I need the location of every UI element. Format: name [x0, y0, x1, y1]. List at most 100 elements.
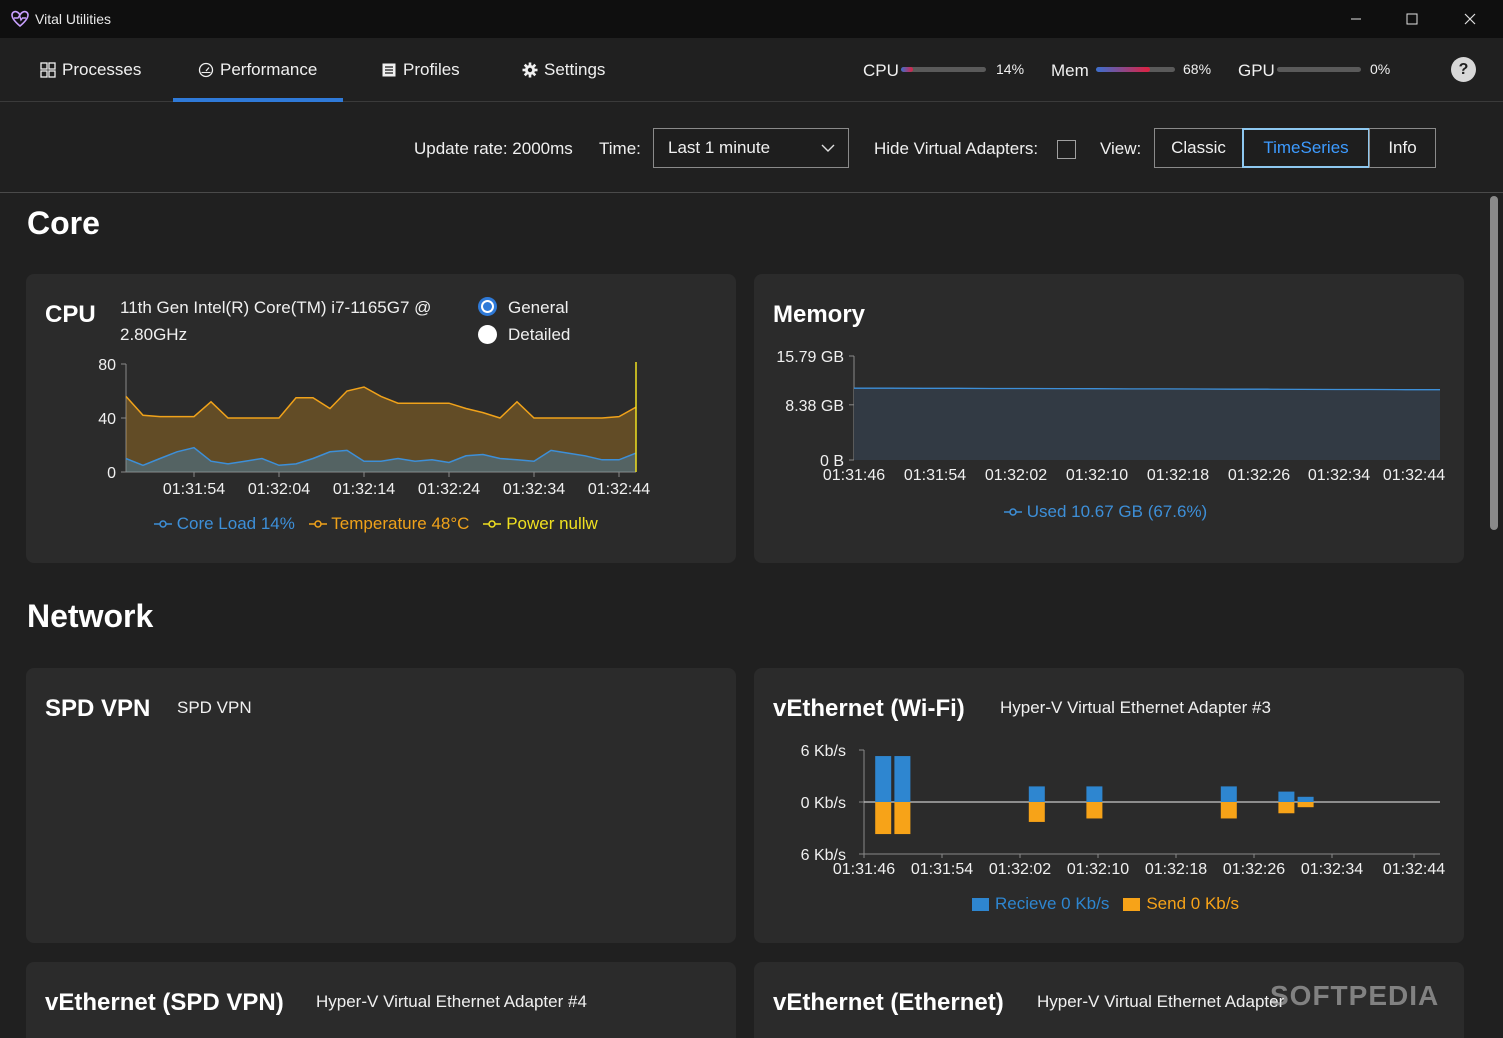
memory-x-tick-label: 01:32:10: [1066, 467, 1128, 484]
legend-receive-label: Recieve 0 Kb/s: [995, 894, 1110, 913]
scrollbar-thumb[interactable]: [1490, 196, 1498, 530]
vethernet-wifi-subtitle: Hyper-V Virtual Ethernet Adapter #3: [1000, 698, 1271, 717]
vethernet-spdvpn-subtitle: Hyper-V Virtual Ethernet Adapter #4: [316, 992, 587, 1011]
tab-profiles[interactable]: Profiles: [381, 38, 460, 102]
grid-icon: [40, 62, 56, 78]
cpu-series-area: [126, 387, 636, 472]
vethernet-wifi-card: vEthernet (Wi-Fi) Hyper-V Virtual Ethern…: [754, 668, 1464, 943]
view-classic-button[interactable]: Classic: [1154, 128, 1243, 168]
mem-meter-bar: [1096, 67, 1175, 72]
memory-used-line: [854, 387, 1440, 391]
hide-virtual-label: Hide Virtual Adapters:: [874, 139, 1039, 158]
active-tab-indicator: [173, 98, 343, 102]
cpu-x-tick-label: 01:32:34: [503, 481, 565, 498]
receive-bar: [894, 756, 911, 802]
legend-receive: Recieve 0 Kb/s: [972, 894, 1109, 914]
memory-used-area: [854, 388, 1440, 460]
legend-power-label: Power nullw: [506, 514, 598, 533]
maximize-button[interactable]: [1384, 0, 1440, 38]
tab-processes-label: Processes: [62, 60, 142, 79]
gpu-meter-label: GPU: [1238, 61, 1275, 80]
cpu-meter-label: CPU: [863, 61, 899, 80]
legend-power: Power nullw: [483, 514, 598, 534]
receive-bar: [1086, 786, 1103, 802]
time-label: Time:: [599, 139, 641, 158]
memory-x-tick-label: 01:32:34: [1308, 467, 1370, 484]
minimize-icon: [1351, 18, 1361, 20]
help-button[interactable]: ?: [1451, 57, 1476, 82]
memory-x-tick-label: 01:32:44: [1383, 467, 1445, 484]
close-button[interactable]: [1442, 0, 1498, 38]
send-bar: [1086, 802, 1103, 819]
tab-settings-label: Settings: [544, 60, 606, 79]
cpu-legend: Core Load 14% Temperature 48°C Power nul…: [154, 514, 598, 534]
legend-used-label: Used 10.67 GB (67.6%): [1026, 502, 1208, 521]
network-section-title: Network: [27, 598, 154, 634]
tab-processes[interactable]: Processes: [40, 38, 141, 102]
legend-send: Send 0 Kb/s: [1123, 894, 1239, 914]
vethernet-spdvpn-card: vEthernet (SPD VPN) Hyper-V Virtual Ethe…: [26, 962, 736, 1038]
cpu-x-tick-label: 01:32:14: [333, 481, 395, 498]
send-bar: [875, 802, 892, 835]
title-bar: Vital Utilities: [0, 0, 1503, 38]
view-label: View:: [1100, 139, 1142, 158]
send-bar: [894, 802, 911, 835]
chevron-down-icon: [821, 144, 835, 152]
cpu-series-line: [125, 386, 637, 419]
view-timeseries-button[interactable]: TimeSeries: [1242, 128, 1370, 168]
legend-send-label: Send 0 Kb/s: [1146, 894, 1239, 913]
hide-virtual-checkbox[interactable]: [1057, 140, 1076, 159]
gpu-meter-bar: [1277, 67, 1361, 72]
cpu-meter-fill: [901, 67, 913, 72]
send-bar: [1297, 802, 1314, 808]
legend-core-load-label: Core Load 14%: [176, 514, 295, 533]
memory-y-tick-label: 8.38 GB: [785, 398, 844, 415]
legend-receive-swatch: [972, 897, 989, 911]
tab-performance[interactable]: Performance: [198, 38, 317, 102]
softpedia-watermark: SOFTPEDIA: [1270, 980, 1440, 1011]
memory-card-title: Memory: [773, 301, 866, 328]
cpu-y-tick-label: 40: [98, 411, 116, 428]
memory-x-tick-label: 01:32:26: [1228, 467, 1290, 484]
legend-core-load: Core Load 14%: [154, 514, 295, 534]
tab-profiles-label: Profiles: [403, 60, 460, 79]
window-title: Vital Utilities: [35, 11, 111, 27]
mode-general-radio[interactable]: [478, 297, 497, 316]
core-section-title: Core: [27, 205, 100, 241]
vethernet-ethernet-subtitle: Hyper-V Virtual Ethernet Adapter: [1037, 992, 1285, 1011]
memory-x-tick-label: 01:31:54: [904, 467, 966, 484]
time-range-value: Last 1 minute: [668, 138, 771, 157]
memory-legend: Used 10.67 GB (67.6%): [1004, 502, 1207, 522]
network-x-tick-label: 01:32:02: [989, 861, 1051, 878]
cpu-chart: 0 40 80 01:31:54 01:32:04 01:32:14 01:32:24 01:…: [98, 357, 650, 498]
legend-marker-icon: [483, 520, 502, 528]
update-rate-label: Update rate: 2000ms: [414, 139, 573, 158]
send-bar: [1278, 802, 1295, 814]
mem-meter-fill: [1096, 67, 1150, 72]
receive-bar: [875, 756, 892, 802]
view-info-button[interactable]: Info: [1369, 128, 1436, 168]
legend-marker-icon: [154, 520, 172, 528]
network-x-tick-label: 01:32:26: [1223, 861, 1285, 878]
performance-toolbar: Update rate: 2000ms Time: Last 1 minute …: [0, 103, 1503, 193]
memory-card: Memory 0 B 8.38 GB 15.79 GB 01:31:46 01:31:5…: [754, 274, 1464, 563]
cpu-model-line2: 2.80GHz: [120, 325, 188, 344]
cpu-x-tick-label: 01:31:54: [163, 481, 225, 498]
time-range-select[interactable]: Last 1 minute: [653, 128, 849, 168]
list-icon: [382, 63, 396, 77]
gauge-icon: [198, 62, 214, 78]
memory-x-tick-label: 01:32:02: [985, 467, 1047, 484]
memory-chart: 0 B 8.38 GB 15.79 GB 01:31:46 01:31:54 01:32:…: [776, 349, 1445, 484]
tab-settings[interactable]: Settings: [522, 38, 605, 102]
minimize-button[interactable]: [1328, 0, 1384, 38]
spd-vpn-subtitle: SPD VPN: [177, 698, 252, 717]
vethernet-wifi-title: vEthernet (Wi-Fi): [773, 695, 965, 722]
cpu-x-tick-label: 01:32:24: [418, 481, 480, 498]
memory-y-tick-label: 0 B: [820, 453, 844, 470]
cpu-series-line: [125, 446, 637, 467]
network-chart: 6 Kb/s0 Kb/s6 Kb/s01:31:46 01:31:54 01:32:…: [801, 743, 1446, 878]
mode-detailed-radio[interactable]: [478, 325, 497, 344]
memory-y-tick-label: 15.79 GB: [776, 349, 844, 366]
nav-bar: Processes Performance Profiles Settings: [0, 38, 1503, 102]
cpu-x-tick-label: 01:32:04: [248, 481, 310, 498]
